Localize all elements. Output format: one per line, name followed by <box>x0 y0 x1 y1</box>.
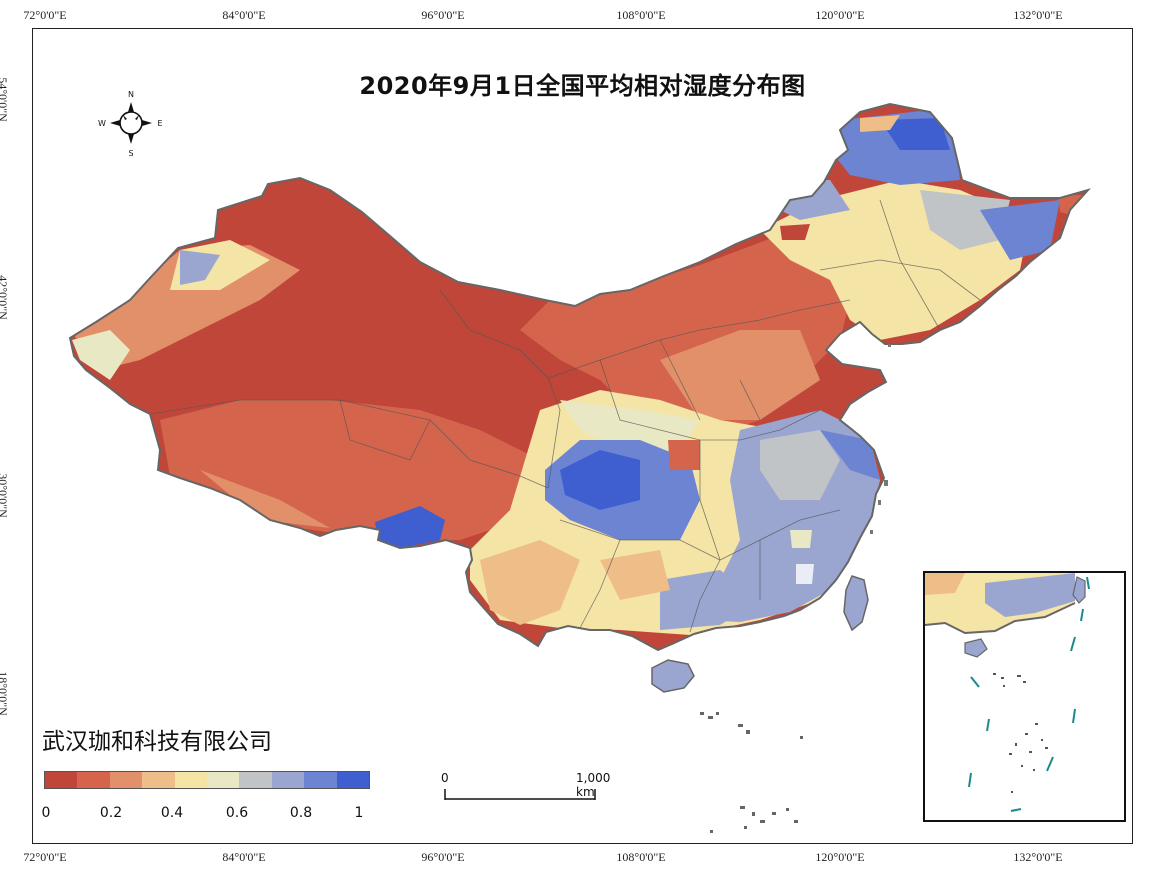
legend-swatch-4 <box>174 772 207 788</box>
scale-start-label: 0 <box>441 771 449 785</box>
lon-tick-top-96: 96°0'0"E <box>421 8 465 22</box>
south-sea-islands <box>700 712 803 833</box>
legend-label-0-4: 0.4 <box>160 805 184 821</box>
legend-label-0-2: 0.2 <box>99 805 123 821</box>
legend-swatch-9 <box>336 772 369 788</box>
lon-tick-top-108: 108°0'0"E <box>616 8 666 22</box>
north-arrow-icon: N S W E <box>98 90 162 158</box>
inset-map <box>925 573 1090 812</box>
legend-label-1: 1 <box>354 805 364 821</box>
province-boundaries <box>149 199 981 633</box>
compass-north-label: N <box>128 90 134 99</box>
lon-tick-bottom-96: 96°0'0"E <box>421 850 465 864</box>
compass-south-label: S <box>128 149 133 158</box>
lon-tick-top-120: 120°0'0"E <box>815 8 865 22</box>
legend-swatch-1 <box>77 772 110 788</box>
lon-tick-bottom-132: 132°0'0"E <box>1013 850 1063 864</box>
lon-tick-bottom-72: 72°0'0"E <box>23 850 67 864</box>
south-china-sea-inset <box>923 571 1126 822</box>
legend-colorbar <box>44 771 370 789</box>
legend-swatch-6 <box>239 772 272 788</box>
legend-label-0: 0 <box>41 805 51 821</box>
scale-end-label: 1,000 km <box>576 771 611 799</box>
legend-label-0-6: 0.6 <box>225 805 249 821</box>
compass-west-label: W <box>98 119 106 128</box>
legend-swatch-2 <box>109 772 143 788</box>
lon-tick-top-72: 72°0'0"E <box>23 8 67 22</box>
legend-label-0-8: 0.8 <box>289 805 313 821</box>
legend-swatch-7 <box>271 772 305 788</box>
legend-swatch-8 <box>304 772 337 788</box>
humidity-legend: 0 0.2 0.4 0.6 0.8 1 <box>42 771 370 821</box>
taiwan <box>844 576 868 630</box>
legend-swatch-0 <box>45 772 78 788</box>
company-name: 武汉珈和科技有限公司 <box>42 729 272 755</box>
legend-swatch-3 <box>142 772 175 788</box>
lon-tick-bottom-108: 108°0'0"E <box>616 850 666 864</box>
lon-tick-bottom-84: 84°0'0"E <box>222 850 266 864</box>
lon-tick-top-132: 132°0'0"E <box>1013 8 1063 22</box>
scale-bar-line <box>444 789 596 800</box>
scale-bar: 0 1,000 km <box>441 771 610 803</box>
legend-swatch-5 <box>206 772 240 788</box>
lon-tick-bottom-120: 120°0'0"E <box>815 850 865 864</box>
coastal-islets <box>870 344 891 534</box>
map-title: 2020年9月1日全国平均相对湿度分布图 <box>359 72 806 100</box>
lon-tick-top-84: 84°0'0"E <box>222 8 266 22</box>
compass-east-label: E <box>157 119 162 128</box>
